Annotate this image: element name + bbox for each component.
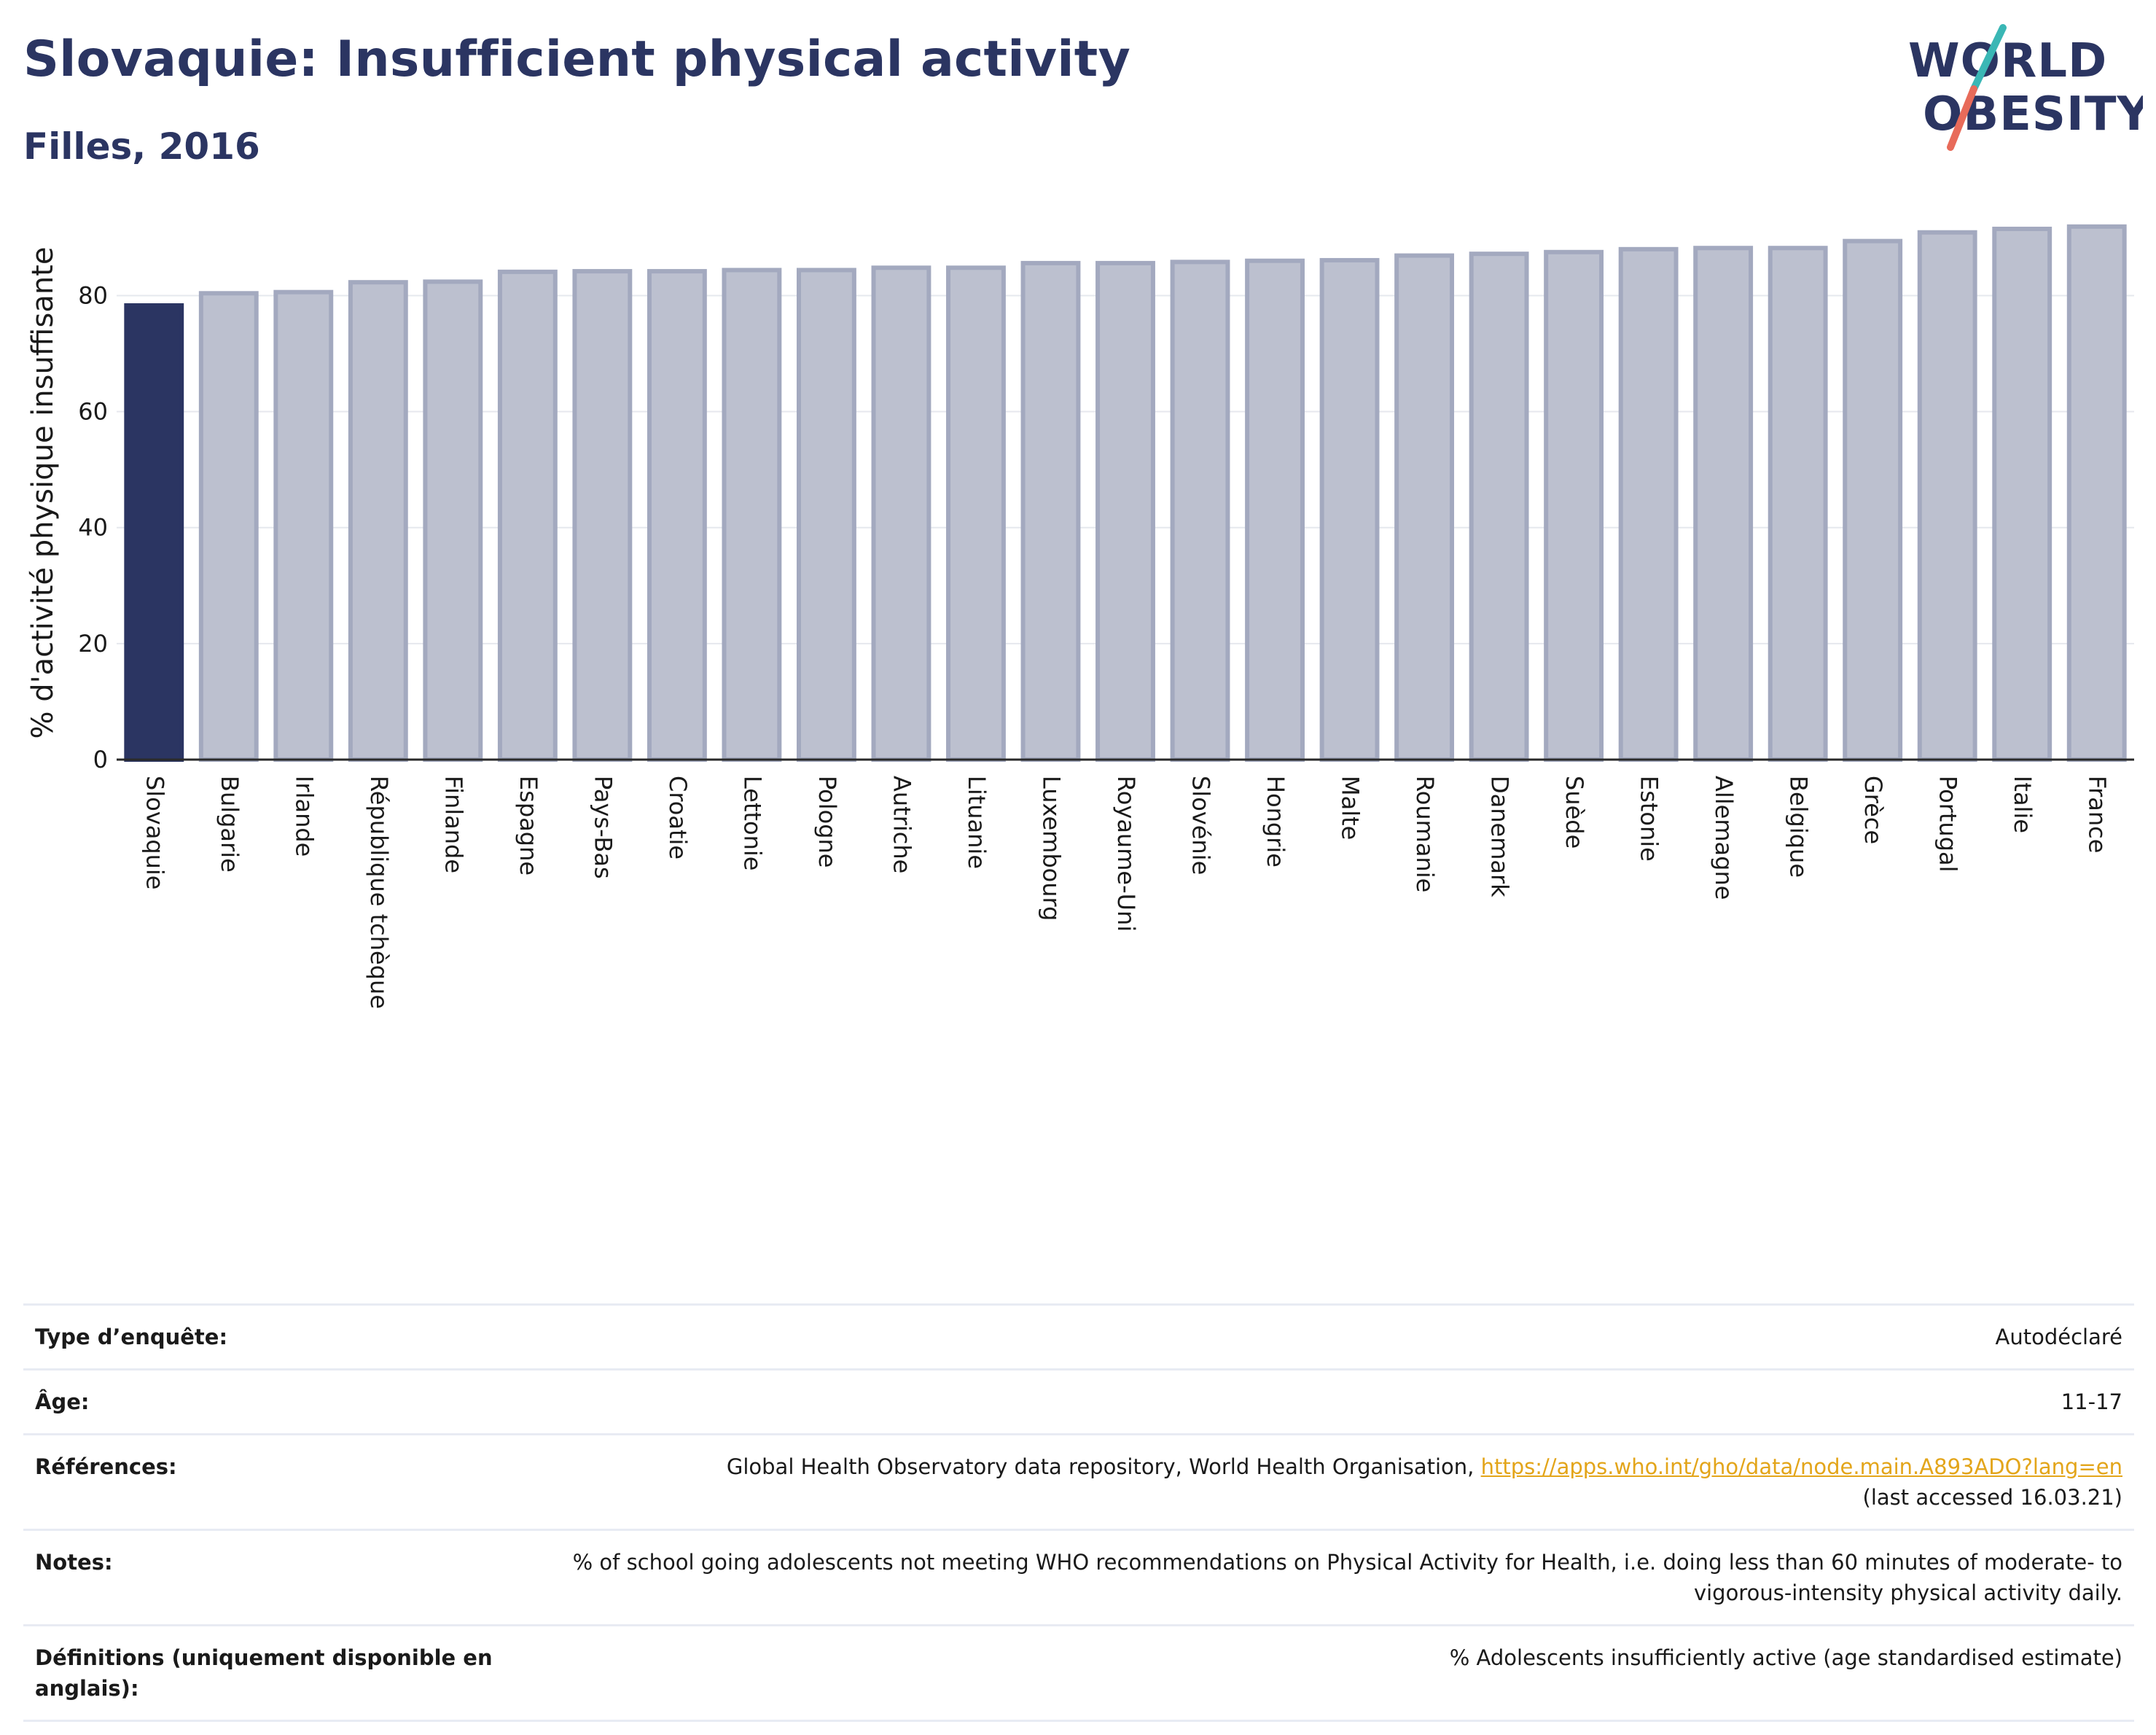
reference-link[interactable]: https://apps.who.int/gho/data/node.main.… xyxy=(1480,1454,2122,1479)
x-tick-label: Slovaquie xyxy=(141,776,168,890)
x-tick-label: Slovénie xyxy=(1187,776,1215,875)
x-tick-label: Allemagne xyxy=(1710,776,1738,900)
info-value: Autodéclaré xyxy=(513,1303,2134,1370)
x-tick-label: Bulgarie xyxy=(216,776,243,873)
world-obesity-logo: WORLD OBESITY xyxy=(1908,24,2143,151)
bar-roumanie xyxy=(1394,253,1455,763)
bar-lituanie xyxy=(946,265,1006,763)
x-tick-label: Lituanie xyxy=(963,776,991,869)
x-tick-label: Espagne xyxy=(515,776,542,876)
bar-slovaquie xyxy=(124,303,184,763)
bar-france xyxy=(2066,224,2127,762)
info-label: Âge: xyxy=(23,1368,513,1435)
bar-espagne xyxy=(497,269,558,763)
bar-gr-ce xyxy=(1843,238,1903,763)
y-tick-label: 20 xyxy=(78,630,108,658)
bar-hongrie xyxy=(1245,258,1305,762)
bar-irlande xyxy=(273,289,334,762)
y-axis-ticks: 0 20 40 60 80 xyxy=(78,281,108,773)
bar-finlande xyxy=(423,279,483,762)
x-tick-label: Irlande xyxy=(290,776,318,857)
x-tick-label: Croatie xyxy=(664,776,692,859)
info-label: Notes: xyxy=(23,1529,513,1626)
info-value: % of school going adolescents not meetin… xyxy=(513,1529,2134,1626)
bar-estonie xyxy=(1618,246,1679,762)
chart-subtitle: Filles, 2016 xyxy=(23,125,260,168)
bar-slov-nie xyxy=(1170,260,1230,762)
x-tick-label: Malte xyxy=(1337,776,1364,840)
y-axis-title: % d'activité physique insuffisante xyxy=(26,247,60,739)
x-tick-label: Italie xyxy=(2009,776,2036,833)
x-tick-label: République tchèque xyxy=(365,776,393,1009)
bar-pologne xyxy=(796,268,856,763)
info-label: Références: xyxy=(23,1433,513,1530)
y-tick-label: 60 xyxy=(78,398,108,426)
logo-line1: WORLD xyxy=(1908,34,2107,88)
bar-danemark xyxy=(1469,252,1529,763)
x-tick-label: Suède xyxy=(1561,776,1588,849)
bar-lettonie xyxy=(722,268,782,763)
x-tick-label: Luxembourg xyxy=(1037,776,1065,921)
bar-su-de xyxy=(1544,249,1604,763)
x-axis-labels: Slovaquie Bulgarie Irlande République tchèq… xyxy=(141,776,2111,1009)
bar-malte xyxy=(1319,257,1380,762)
info-table: Type d’enquête: Autodéclaré Âge: 11-17 R… xyxy=(23,1303,2134,1722)
bar-autriche xyxy=(871,265,931,763)
info-value: Global Health Observatory data repositor… xyxy=(513,1433,2134,1530)
bars xyxy=(124,224,2127,763)
info-row-age: Âge: 11-17 xyxy=(23,1368,2134,1435)
bar-allemagne xyxy=(1693,246,1754,762)
x-tick-label: Danemark xyxy=(1486,776,1514,897)
bar-chart: 0 20 40 60 80 Slovaquie Bulgarie Irlande Républ… xyxy=(26,224,2134,1009)
chart-title: Slovaquie: Insufficient physical activit… xyxy=(23,31,1131,88)
x-tick-label: Pays-Bas xyxy=(589,776,617,879)
info-row-definitions: Définitions (uniquement disponible en an… xyxy=(23,1624,2134,1722)
info-value: % Adolescents insufficiently active (age… xyxy=(513,1624,2134,1722)
bar-croatie xyxy=(647,269,707,763)
info-label: Type d’enquête: xyxy=(23,1303,513,1370)
reference-accessed: (last accessed 16.03.21) xyxy=(1862,1485,2122,1510)
info-row-references: Références: Global Health Observatory da… xyxy=(23,1433,2134,1530)
bar-royaume-uni xyxy=(1095,260,1155,762)
x-tick-label: Estonie xyxy=(1636,776,1663,862)
info-row-survey-type: Type d’enquête: Autodéclaré xyxy=(23,1303,2134,1370)
logo-slash-teal xyxy=(1970,24,2007,93)
bar-luxembourg xyxy=(1020,260,1081,762)
x-tick-label: Autriche xyxy=(888,776,915,873)
x-tick-label: Pologne xyxy=(813,776,841,868)
x-tick-label: Roumanie xyxy=(1411,776,1439,892)
bar-r-publique-tch-que xyxy=(348,280,408,762)
info-row-notes: Notes: % of school going adolescents not… xyxy=(23,1529,2134,1626)
y-tick-label: 80 xyxy=(78,281,108,309)
bar-bulgarie xyxy=(198,291,259,762)
x-tick-label: Grèce xyxy=(1859,776,1887,844)
info-value: 11-17 xyxy=(513,1368,2134,1435)
info-label: Définitions (uniquement disponible en an… xyxy=(23,1624,513,1722)
y-tick-label: 0 xyxy=(93,746,108,773)
bar-pays-bas xyxy=(572,269,633,763)
x-tick-label: Portugal xyxy=(1934,776,1962,873)
reference-text: Global Health Observatory data repositor… xyxy=(726,1454,1481,1479)
x-tick-label: Lettonie xyxy=(738,776,766,870)
x-tick-label: Finlande xyxy=(440,776,467,873)
y-tick-label: 40 xyxy=(78,514,108,542)
x-tick-label: Royaume-Uni xyxy=(1112,776,1140,932)
logo-slash-coral xyxy=(1947,85,1977,151)
x-tick-label: Belgique xyxy=(1785,776,1813,878)
bar-portugal xyxy=(1917,230,1977,762)
bar-italie xyxy=(1992,226,2053,762)
x-tick-label: Hongrie xyxy=(1262,776,1289,868)
x-tick-label: France xyxy=(2084,776,2112,853)
bar-belgique xyxy=(1768,246,1828,762)
